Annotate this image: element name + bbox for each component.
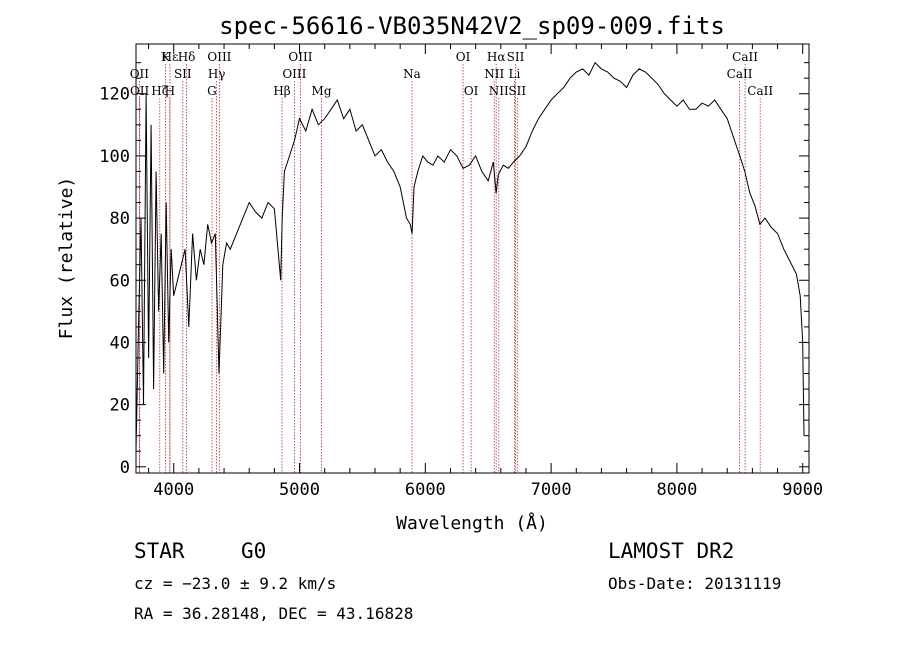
x-tick-label: 5000 bbox=[279, 480, 320, 500]
plot-frame bbox=[135, 43, 810, 474]
y-tick-label: 120 bbox=[99, 85, 130, 105]
coordinates: RA = 36.28148, DEC = 43.16828 bbox=[134, 604, 414, 623]
line-marker-label: Hβ bbox=[273, 84, 290, 98]
y-axis-label: Flux (relative) bbox=[56, 177, 77, 340]
line-marker-label: OIII bbox=[288, 50, 312, 64]
y-tick-label: 100 bbox=[99, 147, 130, 167]
line-marker-label: NII bbox=[489, 84, 509, 98]
subclass: G0 bbox=[241, 539, 267, 563]
line-marker-label: CaII bbox=[747, 84, 773, 98]
x-tick-label: 8000 bbox=[656, 480, 697, 500]
line-marker-label: OII bbox=[130, 67, 150, 81]
y-axis-ticks: 0 20 40 60 80 100 120 bbox=[99, 62, 809, 478]
line-marker-label: G bbox=[207, 84, 217, 98]
x-tick-label: 9000 bbox=[782, 480, 823, 500]
line-marker-label: CaII bbox=[732, 50, 758, 64]
y-tick-label: 60 bbox=[110, 271, 130, 291]
spectrum-line bbox=[135, 61, 805, 452]
x-tick-label: 7000 bbox=[531, 480, 572, 500]
line-marker-label: Hδ bbox=[178, 50, 196, 64]
line-marker-label: Li bbox=[508, 67, 520, 81]
y-tick-label: 20 bbox=[110, 396, 130, 416]
line-marker-label: Hζ bbox=[151, 84, 168, 98]
line-marker-label: CaII bbox=[727, 67, 753, 81]
line-marker-label: SII bbox=[174, 67, 192, 81]
line-marker-label: NII bbox=[484, 67, 504, 81]
object-class: STAR bbox=[134, 539, 185, 563]
redshift-velocity: cz = −23.0 ± 9.2 km/s bbox=[134, 574, 337, 593]
observation-date: Obs-Date: 20131119 bbox=[608, 574, 782, 593]
line-marker-label: OIII bbox=[207, 50, 231, 64]
line-marker-label: OII bbox=[130, 84, 150, 98]
line-marker-label: OI bbox=[456, 50, 471, 64]
x-axis-label: Wavelength (Å) bbox=[396, 512, 548, 534]
y-tick-label: 40 bbox=[110, 333, 130, 353]
line-marker-label: K bbox=[161, 50, 171, 64]
line-marker-label: H bbox=[165, 84, 175, 98]
line-marker-label: SII bbox=[507, 50, 525, 64]
chart-title: spec-56616-VB035N42V2_sp09-009.fits bbox=[219, 12, 725, 40]
line-marker-label: SII bbox=[508, 84, 526, 98]
x-tick-label: 4000 bbox=[153, 480, 194, 500]
x-tick-label: 6000 bbox=[405, 480, 446, 500]
line-marker-label: OI bbox=[464, 84, 479, 98]
line-marker-label: Na bbox=[403, 67, 421, 81]
x-axis-ticks: 4000 5000 6000 7000 8000 9000 bbox=[148, 44, 823, 500]
line-marker-label: Hα bbox=[487, 50, 506, 64]
line-marker-label: Mg bbox=[312, 84, 332, 98]
y-tick-label: 80 bbox=[110, 209, 130, 229]
y-tick-label: 0 bbox=[120, 458, 130, 478]
line-marker-label: OIII bbox=[282, 67, 306, 81]
survey-name: LAMOST DR2 bbox=[608, 539, 735, 563]
line-marker-label: Hγ bbox=[208, 67, 226, 81]
